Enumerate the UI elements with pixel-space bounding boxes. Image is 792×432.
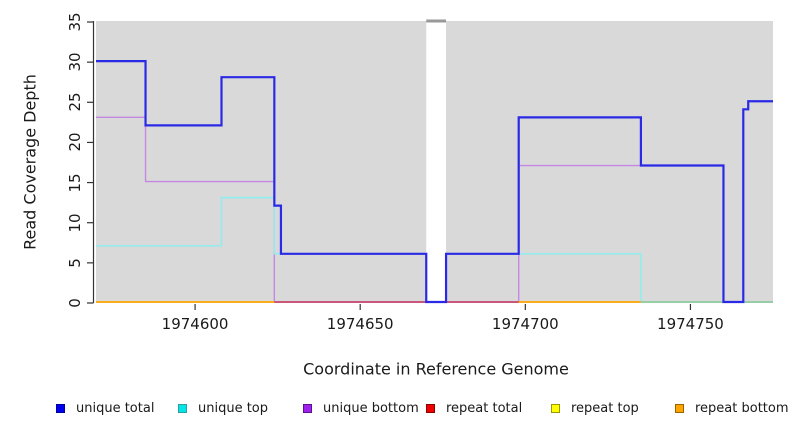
legend-swatch-icon	[675, 403, 684, 413]
y-tick-label: 10	[66, 213, 84, 233]
y-axis-title: Read Coverage Depth	[20, 74, 40, 250]
legend-label: repeat total	[446, 400, 523, 416]
legend-label: repeat bottom	[695, 400, 789, 416]
y-tick-label: 35	[66, 12, 84, 32]
y-tick-label: 20	[66, 132, 84, 152]
legend-swatch-icon	[551, 403, 560, 413]
y-tick-label: 30	[66, 52, 84, 72]
y-tick-label: 0	[66, 298, 84, 308]
y-tick-label: 25	[66, 92, 84, 112]
series-unique-total	[96, 60, 773, 304]
legend-item-repeat-bottom: repeat bottom	[675, 399, 789, 417]
legend-swatch-icon	[178, 403, 187, 413]
legend-item-repeat-top: repeat top	[551, 399, 639, 417]
coverage-gap-band	[426, 22, 447, 303]
legend-swatch-icon	[303, 403, 312, 413]
legend-label: unique bottom	[323, 400, 419, 416]
legend-swatch-icon	[426, 403, 435, 413]
y-tick-label: 15	[66, 173, 84, 193]
gap-top-bar	[426, 19, 447, 23]
legend-item-unique-top: unique top	[178, 399, 268, 417]
legend-item-unique-bottom: unique bottom	[303, 399, 419, 417]
legend-label: repeat top	[571, 400, 639, 416]
legend-label: unique top	[198, 400, 269, 416]
y-tick-label: 5	[66, 258, 84, 268]
legend-swatch-icon	[56, 403, 65, 413]
x-axis-title: Coordinate in Reference Genome	[303, 359, 569, 379]
x-tick-label: 1974600	[161, 315, 229, 333]
legend-item-unique-total: unique total	[56, 399, 154, 417]
x-tick-label: 1974750	[657, 315, 724, 333]
x-tick-label: 1974650	[326, 315, 394, 333]
legend: unique total unique top unique bottom repea…	[0, 399, 792, 419]
legend-label: unique total	[76, 400, 155, 416]
x-tick-label: 1974700	[491, 315, 559, 333]
legend-item-repeat-total: repeat total	[426, 399, 522, 417]
